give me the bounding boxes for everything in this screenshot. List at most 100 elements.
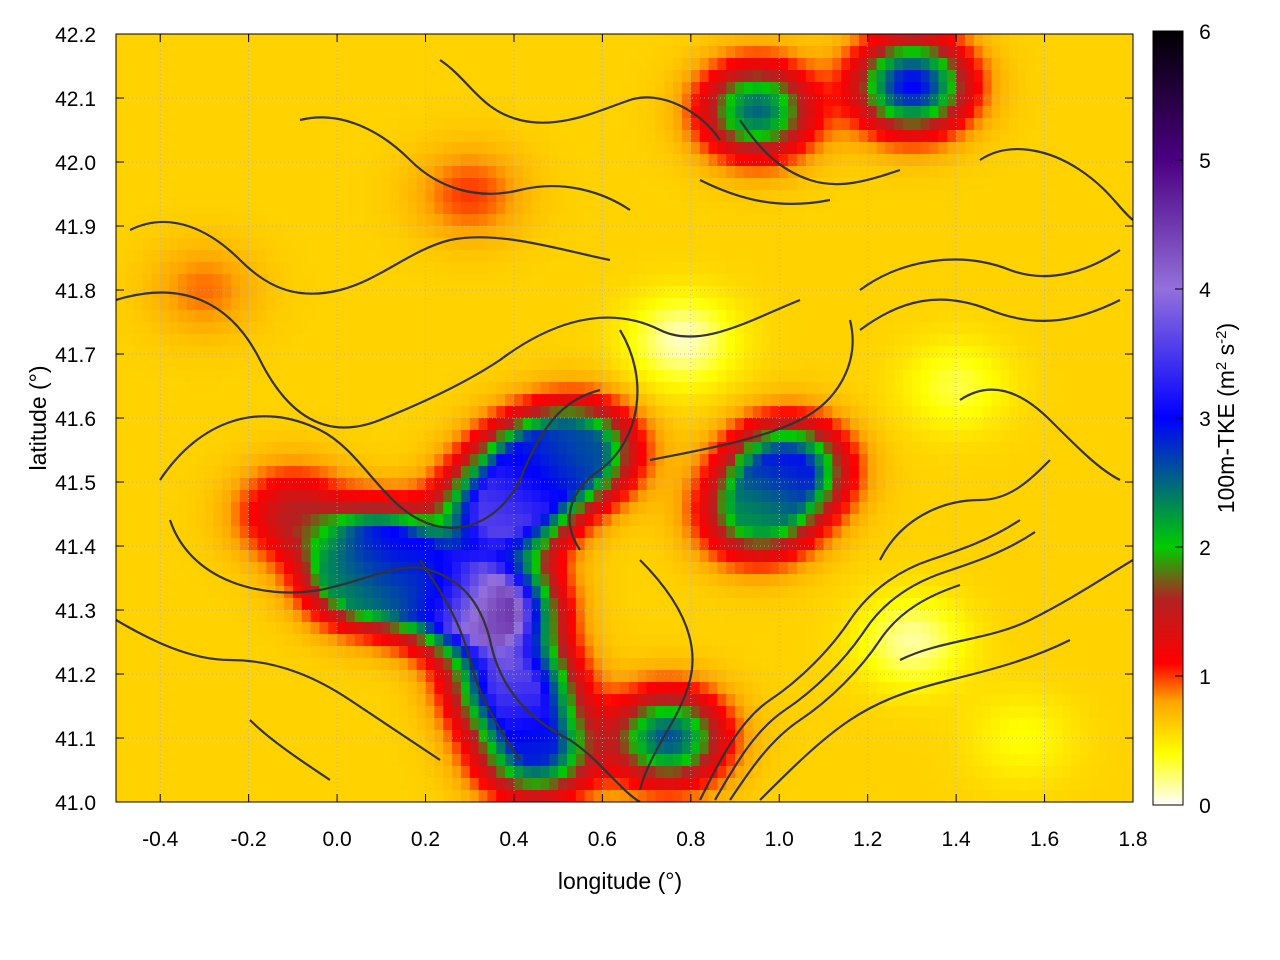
heatmap-cell — [222, 382, 232, 395]
heatmap-cell — [1106, 442, 1116, 455]
heatmap-cell — [354, 238, 365, 251]
heatmap-cell — [690, 538, 701, 551]
heatmap-cell — [903, 394, 913, 407]
heatmap-cell — [478, 406, 489, 419]
heatmap-cell — [460, 502, 471, 515]
heatmap-cell — [425, 82, 435, 95]
heatmap-cell — [788, 118, 798, 131]
heatmap-cell — [540, 190, 550, 203]
heatmap-cell — [452, 490, 462, 503]
heatmap-cell — [1035, 394, 1046, 407]
heatmap-cell — [133, 250, 144, 263]
heatmap-cell — [620, 190, 630, 203]
heatmap-cell — [195, 454, 206, 467]
heatmap-cell — [956, 58, 966, 71]
heatmap-cell — [558, 154, 568, 167]
heatmap-cell — [531, 526, 542, 539]
heatmap-cell — [284, 466, 294, 479]
heatmap-cell — [628, 370, 639, 383]
heatmap-cell — [664, 538, 674, 551]
heatmap-cell — [991, 442, 1001, 455]
heatmap-cell — [195, 358, 206, 371]
heatmap-cell — [690, 106, 701, 119]
heatmap-cell — [646, 262, 657, 275]
heatmap-cell — [690, 94, 701, 107]
heatmap-cell — [213, 466, 223, 479]
heatmap-cell — [257, 442, 267, 455]
heatmap-cell — [1018, 382, 1028, 395]
heatmap-cell — [735, 490, 745, 503]
heatmap-cell — [496, 118, 506, 131]
heatmap-cell — [133, 178, 144, 191]
heatmap-cell — [133, 142, 144, 155]
heatmap-cell — [567, 322, 577, 335]
heatmap-cell — [956, 34, 966, 47]
heatmap-cell — [478, 70, 489, 83]
heatmap-cell — [372, 298, 382, 311]
heatmap-cell — [222, 394, 232, 407]
heatmap-cell — [964, 178, 975, 191]
heatmap-cell — [681, 214, 692, 227]
heatmap-cell — [460, 130, 471, 143]
heatmap-cell — [646, 286, 657, 299]
heatmap-cell — [142, 454, 152, 467]
heatmap-cell — [390, 418, 400, 431]
heatmap-cell — [743, 442, 754, 455]
heatmap-cell — [496, 454, 506, 467]
heatmap-cell — [841, 250, 851, 263]
heatmap-cell — [982, 46, 993, 59]
heatmap-cell — [620, 382, 630, 395]
heatmap-cell — [637, 214, 648, 227]
heatmap-cell — [761, 418, 772, 431]
heatmap-cell — [876, 250, 886, 263]
heatmap-cell — [310, 70, 320, 83]
heatmap-cell — [275, 106, 285, 119]
heatmap-cell — [876, 34, 886, 47]
heatmap-cell — [584, 406, 595, 419]
heatmap-cell — [1115, 406, 1125, 419]
heatmap-cell — [381, 202, 391, 215]
heatmap-cell — [982, 358, 993, 371]
heatmap-cell — [381, 358, 391, 371]
heatmap-cell — [575, 58, 586, 71]
heatmap-cell — [443, 466, 453, 479]
heatmap-cell — [513, 346, 524, 359]
heatmap-cell — [805, 190, 816, 203]
heatmap-cell — [266, 262, 276, 275]
heatmap-cell — [275, 262, 285, 275]
heatmap-cell — [1000, 166, 1010, 179]
heatmap-cell — [381, 142, 391, 155]
heatmap-cell — [337, 466, 347, 479]
heatmap-cell — [575, 214, 586, 227]
heatmap-cell — [911, 298, 922, 311]
heatmap-cell — [593, 394, 603, 407]
heatmap-cell — [620, 262, 630, 275]
heatmap-cell — [345, 82, 356, 95]
heatmap-cell — [814, 310, 825, 323]
heatmap-cell — [708, 214, 718, 227]
heatmap-cell — [425, 94, 435, 107]
heatmap-cell — [195, 382, 206, 395]
heatmap-cell — [1106, 94, 1116, 107]
heatmap-cell — [363, 346, 374, 359]
heatmap-cell — [354, 190, 365, 203]
heatmap-cell — [513, 502, 524, 515]
heatmap-cell — [310, 490, 320, 503]
heatmap-cell — [1044, 274, 1055, 287]
heatmap-cell — [513, 154, 524, 167]
heatmap-cell — [699, 214, 710, 227]
heatmap-cell — [947, 526, 957, 539]
heatmap-cell — [920, 478, 931, 491]
heatmap-cell — [301, 406, 312, 419]
heatmap-cell — [770, 418, 780, 431]
heatmap-cell — [160, 142, 170, 155]
heatmap-cell — [310, 82, 320, 95]
heatmap-cell — [841, 94, 851, 107]
heatmap-cell — [177, 274, 188, 287]
heatmap-cell — [611, 394, 621, 407]
heatmap-cell — [770, 70, 780, 83]
heatmap-cell — [611, 370, 621, 383]
heatmap-cell — [310, 178, 320, 191]
heatmap-cell — [717, 46, 727, 59]
heatmap-cell — [531, 298, 542, 311]
